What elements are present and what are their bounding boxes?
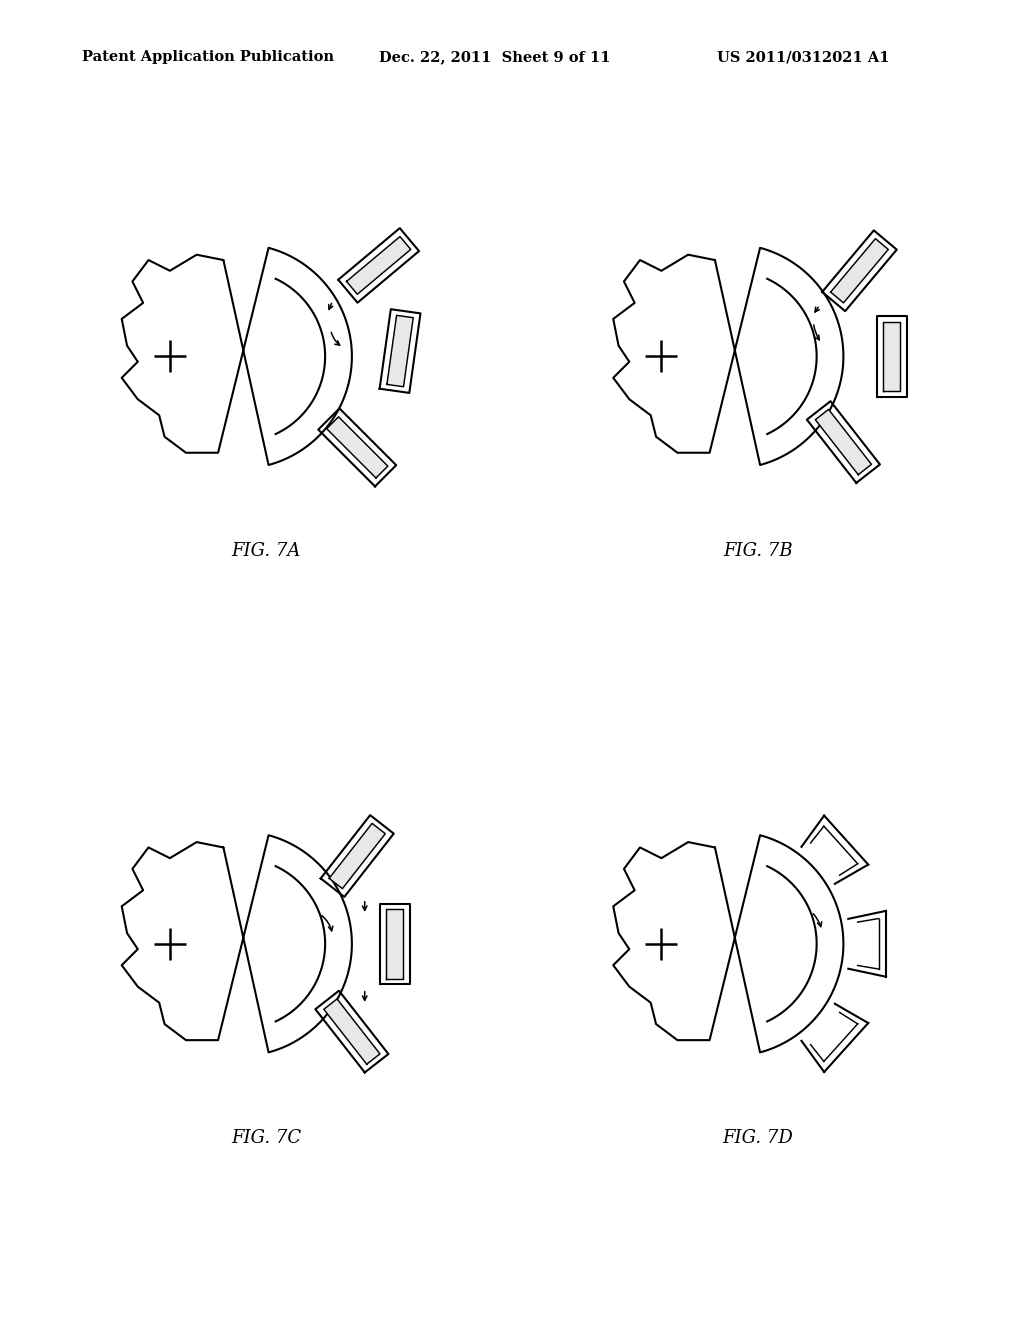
Text: FIG. 7C: FIG. 7C bbox=[231, 1129, 301, 1147]
Polygon shape bbox=[830, 239, 888, 302]
Text: Patent Application Publication: Patent Application Publication bbox=[82, 50, 334, 65]
Polygon shape bbox=[327, 417, 388, 478]
Polygon shape bbox=[848, 911, 886, 977]
Polygon shape bbox=[346, 236, 411, 294]
Text: FIG. 7A: FIG. 7A bbox=[231, 541, 301, 560]
Text: US 2011/0312021 A1: US 2011/0312021 A1 bbox=[717, 50, 889, 65]
Text: FIG. 7B: FIG. 7B bbox=[723, 541, 793, 560]
Polygon shape bbox=[883, 322, 900, 391]
Polygon shape bbox=[329, 824, 385, 888]
Polygon shape bbox=[802, 816, 868, 884]
Polygon shape bbox=[802, 1003, 868, 1072]
Text: Dec. 22, 2011  Sheet 9 of 11: Dec. 22, 2011 Sheet 9 of 11 bbox=[379, 50, 610, 65]
Polygon shape bbox=[386, 909, 403, 978]
Polygon shape bbox=[387, 315, 414, 387]
Polygon shape bbox=[324, 999, 380, 1064]
Polygon shape bbox=[815, 409, 871, 475]
Text: FIG. 7D: FIG. 7D bbox=[722, 1129, 794, 1147]
